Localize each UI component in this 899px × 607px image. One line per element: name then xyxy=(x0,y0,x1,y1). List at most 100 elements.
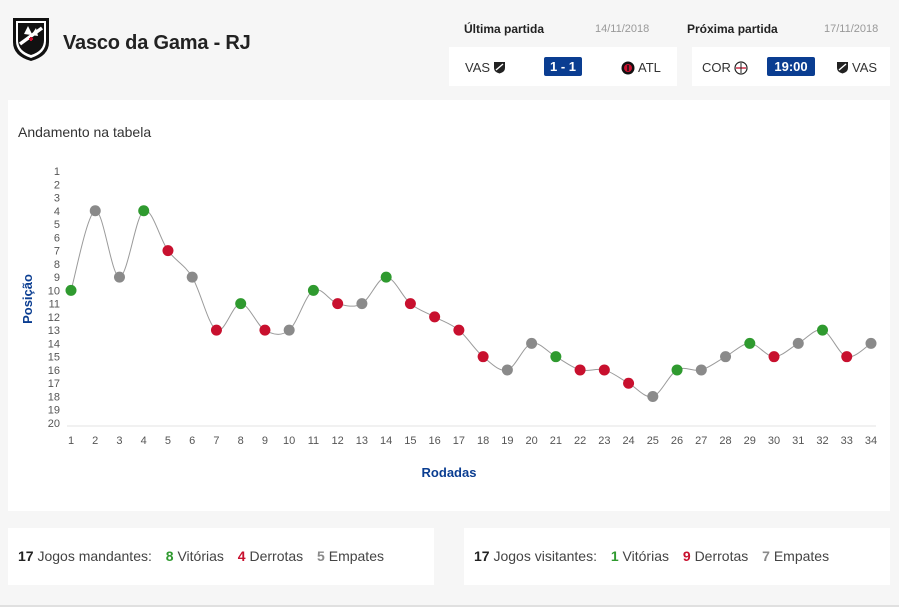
position-point-round-8 xyxy=(235,298,247,310)
x-tick-label: 12 xyxy=(332,435,344,447)
x-tick-label: 16 xyxy=(429,435,441,447)
x-tick-label: 2 xyxy=(92,435,98,447)
position-point-round-20 xyxy=(526,337,538,349)
y-tick-label: 12 xyxy=(48,312,60,324)
team-name: Vasco da Gama - RJ xyxy=(63,32,251,54)
position-point-round-23 xyxy=(598,364,610,376)
position-point-round-12 xyxy=(332,298,344,310)
position-point-round-7 xyxy=(210,324,222,336)
position-point-round-19 xyxy=(501,364,513,376)
next-match-date: 17/11/2018 xyxy=(824,23,879,35)
vasco-crest-icon xyxy=(837,62,848,74)
position-point-round-17 xyxy=(453,324,465,336)
chart-title: Andamento na tabela xyxy=(18,124,152,140)
last-match-away: ATL xyxy=(621,60,661,75)
x-tick-label: 27 xyxy=(695,435,707,447)
home-losses-count: 4 xyxy=(237,548,246,564)
position-point-round-6 xyxy=(186,271,198,283)
x-tick-label: 26 xyxy=(671,435,683,447)
position-point-round-34 xyxy=(865,337,877,349)
x-tick-label: 30 xyxy=(768,435,780,447)
position-point-round-5 xyxy=(162,245,174,257)
x-tick-label: 21 xyxy=(550,435,562,447)
away-losses-label: Derrotas xyxy=(694,548,749,564)
next-match-card[interactable]: COR 19:00 VAS xyxy=(692,47,890,86)
away-total-label: Jogos visitantes: xyxy=(493,548,597,564)
y-tick-label: 17 xyxy=(48,378,60,390)
x-tick-label: 23 xyxy=(598,435,610,447)
x-tick-label: 4 xyxy=(141,435,147,447)
x-tick-label: 25 xyxy=(647,435,659,447)
x-tick-label: 33 xyxy=(841,435,853,447)
y-tick-label: 8 xyxy=(54,259,60,271)
position-point-round-32 xyxy=(817,324,829,336)
bottom-divider xyxy=(0,605,899,607)
home-total-label: Jogos mandantes: xyxy=(37,548,152,564)
last-match-date: 14/11/2018 xyxy=(595,23,650,35)
home-losses-label: Derrotas xyxy=(249,548,304,564)
y-tick-label: 5 xyxy=(54,219,60,231)
away-losses-count: 9 xyxy=(682,548,691,564)
position-point-round-4 xyxy=(138,205,150,217)
position-point-round-22 xyxy=(574,364,586,376)
position-point-round-16 xyxy=(429,311,441,323)
x-tick-label: 14 xyxy=(380,435,392,447)
position-point-round-33 xyxy=(841,351,853,363)
x-tick-label: 32 xyxy=(816,435,828,447)
position-point-round-13 xyxy=(356,298,368,310)
vasco-crest-icon xyxy=(494,62,506,74)
home-draws-label: Empates xyxy=(328,548,384,564)
home-total-count: 17 xyxy=(18,548,34,564)
y-tick-label: 13 xyxy=(48,325,60,337)
y-tick-label: 1 xyxy=(54,166,60,178)
x-tick-label: 6 xyxy=(189,435,195,447)
position-series-line xyxy=(70,210,872,398)
next-match-home: COR xyxy=(702,60,748,75)
home-draws-count: 5 xyxy=(317,548,325,564)
y-tick-label: 3 xyxy=(54,193,60,205)
home-wins-label: Vitórias xyxy=(177,548,224,564)
y-tick-label: 15 xyxy=(48,352,60,364)
x-tick-label: 24 xyxy=(622,435,634,447)
atletico-crest-icon xyxy=(621,61,635,74)
away-draws-label: Empates xyxy=(773,548,830,564)
y-tick-label: 2 xyxy=(54,179,60,191)
position-point-round-1 xyxy=(65,284,77,296)
last-match-home: VAS xyxy=(465,60,506,75)
x-tick-label: 7 xyxy=(213,435,219,447)
x-tick-label: 17 xyxy=(453,435,465,447)
away-stats-card: 17 Jogos visitantes: 1 Vitórias 9 Derrot… xyxy=(464,528,890,585)
last-match-card[interactable]: VAS 1 - 1 ATL xyxy=(449,47,677,86)
x-tick-label: 18 xyxy=(477,435,489,447)
position-point-round-15 xyxy=(404,298,416,310)
position-point-round-18 xyxy=(477,351,489,363)
x-tick-label: 28 xyxy=(719,435,731,447)
position-point-round-24 xyxy=(623,377,635,389)
y-axis-label: Posição xyxy=(20,274,35,324)
x-axis-label: Rodadas xyxy=(422,465,477,480)
position-point-round-28 xyxy=(720,351,732,363)
away-wins-count: 1 xyxy=(610,548,619,564)
position-point-round-2 xyxy=(89,205,101,217)
y-tick-label: 20 xyxy=(48,418,60,430)
position-point-round-29 xyxy=(744,337,756,349)
position-point-round-26 xyxy=(671,364,683,376)
position-point-round-14 xyxy=(380,271,392,283)
vasco-crest-icon xyxy=(13,18,49,61)
x-tick-label: 8 xyxy=(238,435,244,447)
x-tick-label: 1 xyxy=(68,435,74,447)
position-point-round-3 xyxy=(113,271,125,283)
position-point-round-31 xyxy=(792,337,804,349)
standings-chart-card: Andamento na tabela 1 2 3 4 5 6 7 8 9 10 11 12 13 14 1… xyxy=(8,100,890,511)
x-tick-label: 15 xyxy=(404,435,416,447)
home-stats-row: 17 Jogos mandantes: 8 Vitórias 4 Derrota… xyxy=(18,548,384,564)
position-point-round-27 xyxy=(695,364,707,376)
y-tick-label: 10 xyxy=(48,285,60,297)
x-tick-label: 3 xyxy=(116,435,122,447)
y-tick-label: 19 xyxy=(48,405,60,417)
position-point-round-30 xyxy=(768,351,780,363)
y-tick-label: 7 xyxy=(54,246,60,258)
y-tick-label: 4 xyxy=(54,206,60,218)
position-point-round-21 xyxy=(550,351,562,363)
